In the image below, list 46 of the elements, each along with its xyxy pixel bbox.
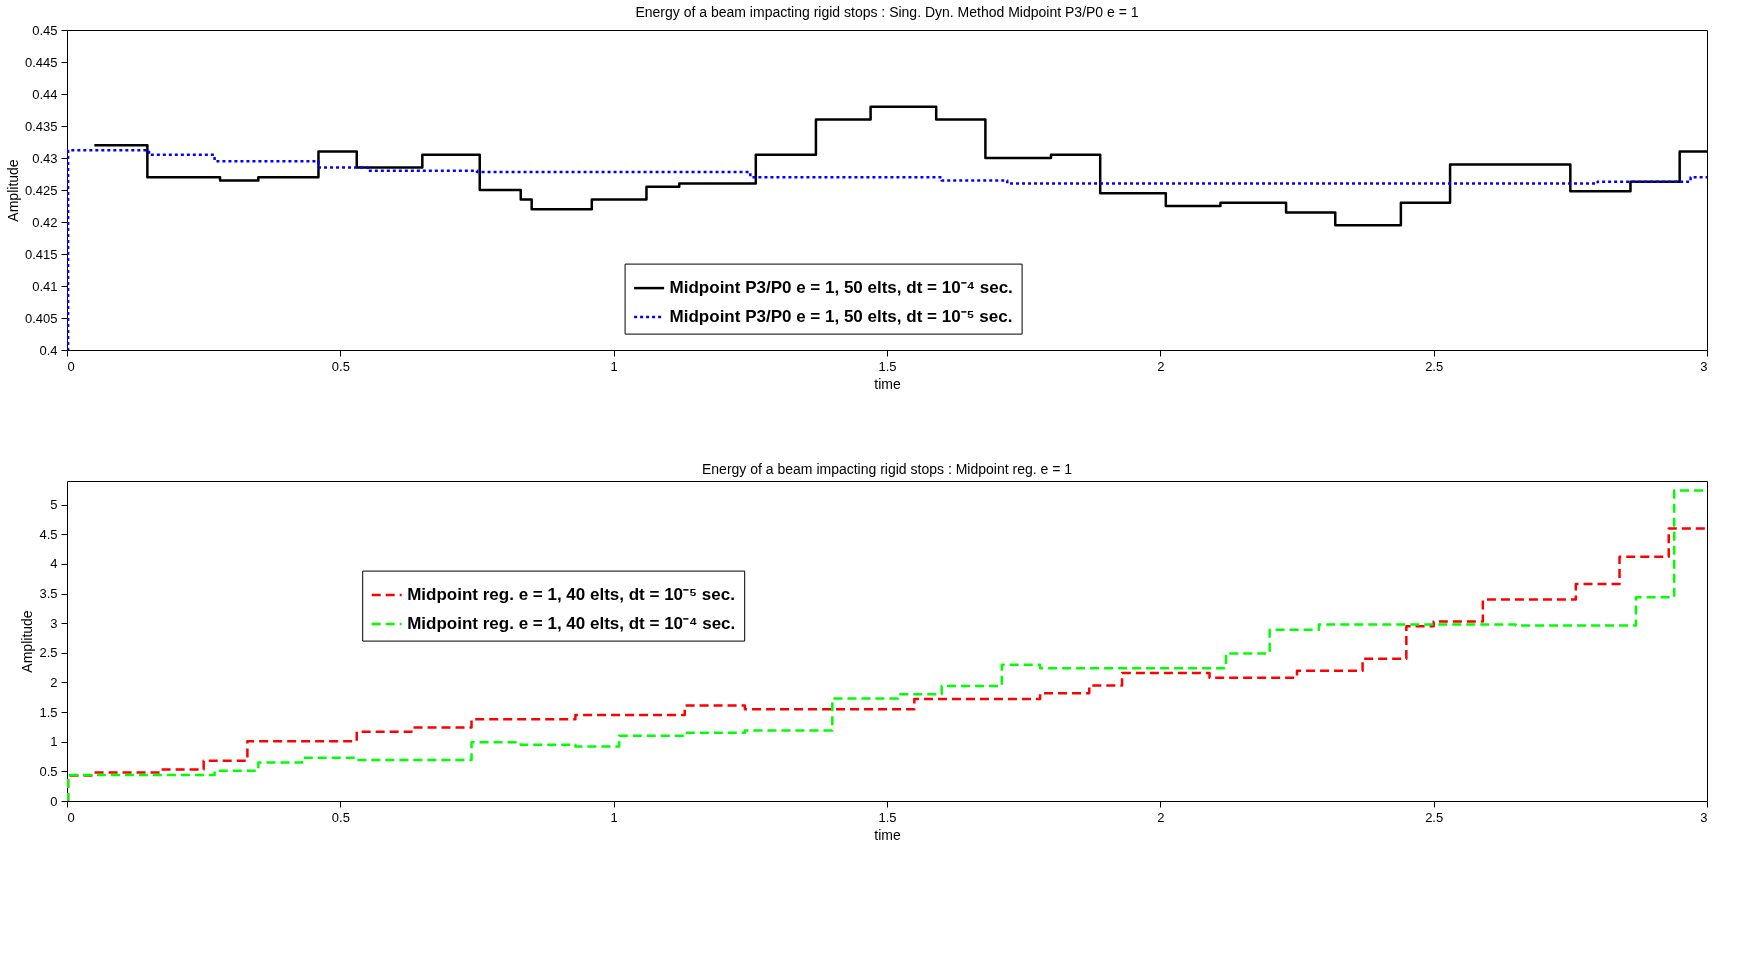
y-tick-label: 3 — [50, 615, 58, 631]
y-tick-label: 0.44 — [32, 86, 58, 102]
y-tick-label: 0.445 — [24, 54, 58, 70]
legend-label: Midpoint P3/P0 e = 1, 50 elts, dt = 10⁻⁴ sec. — [669, 278, 1013, 298]
legend-label: Midpoint P3/P0 e = 1, 50 elts, dt = 10⁻⁵ sec. — [669, 307, 1013, 327]
x-tick-label: 0.5 — [331, 358, 350, 374]
y-tick-label: 0.405 — [24, 310, 58, 326]
x-axis-title: time — [874, 826, 901, 843]
y-tick-label: 1.5 — [39, 704, 58, 720]
y-tick-label: 0.5 — [39, 763, 58, 779]
x-tick-label: 3 — [1700, 809, 1708, 825]
chart-title: Energy of a beam impacting rigid stops : Sing. Dyn. Method Midpoint P3/P0 e = 1 — [635, 4, 1139, 20]
x-tick-label: 1.5 — [878, 358, 897, 374]
x-tick-label: 2.5 — [1425, 358, 1444, 374]
x-axis-title: time — [874, 375, 901, 392]
x-tick-label: 2 — [1157, 358, 1165, 374]
x-tick-label: 1.5 — [878, 809, 897, 825]
x-tick-label: 1 — [610, 358, 618, 374]
y-tick-label: 4 — [50, 556, 58, 572]
y-tick-label: 0.4 — [39, 342, 58, 358]
x-tick-label: 0 — [67, 358, 75, 374]
y-tick-label: 2.5 — [39, 645, 58, 661]
y-axis-title: Amplitude — [19, 610, 36, 673]
y-tick-label: 2 — [50, 674, 58, 690]
y-tick-label: 0.45 — [32, 22, 58, 38]
y-tick-label: 0.43 — [32, 150, 58, 166]
x-tick-label: 0.5 — [331, 809, 350, 825]
y-tick-label: 0.425 — [24, 182, 58, 198]
y-tick-label: 0.41 — [32, 278, 58, 294]
y-tick-label: 3.5 — [39, 586, 58, 602]
x-tick-label: 3 — [1700, 358, 1708, 374]
y-tick-label: 5 — [50, 497, 58, 513]
y-tick-label: 4.5 — [39, 526, 58, 542]
legend-label: Midpoint reg. e = 1, 40 elts, dt = 10⁻⁴ sec. — [407, 614, 736, 634]
y-tick-label: 0.42 — [32, 214, 58, 230]
y-tick-label: 1 — [50, 734, 58, 750]
x-tick-label: 2 — [1157, 809, 1165, 825]
x-tick-label: 1 — [610, 809, 618, 825]
y-tick-label: 0 — [50, 793, 58, 809]
chart-title: Energy of a beam impacting rigid stops : Midpoint reg. e = 1 — [701, 461, 1073, 477]
y-tick-label: 0.435 — [24, 118, 58, 134]
x-tick-label: 2.5 — [1425, 809, 1444, 825]
y-axis-title: Amplitude — [4, 159, 21, 222]
legend-label: Midpoint reg. e = 1, 40 elts, dt = 10⁻⁵ sec. — [407, 585, 735, 605]
y-tick-label: 0.415 — [24, 246, 58, 262]
x-tick-label: 0 — [67, 809, 75, 825]
